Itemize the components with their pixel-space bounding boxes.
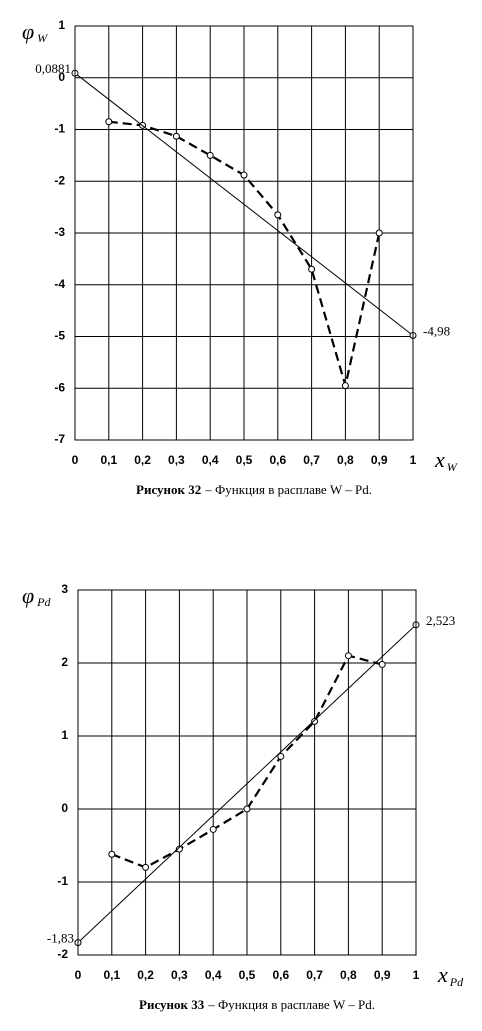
data-point xyxy=(311,717,319,725)
y-tick-label: -5 xyxy=(54,329,65,343)
x-tick-label: 0,4 xyxy=(202,453,219,467)
y-tick-label: 1 xyxy=(61,728,68,742)
y-tick-label: -2 xyxy=(54,173,65,187)
y-tick-label: -1 xyxy=(54,122,65,136)
caption: Рисунок 33– Функция в расплаве W – Pd. xyxy=(139,997,375,1012)
plot-frame xyxy=(74,25,414,441)
x-tick-label: 0,3 xyxy=(168,453,185,467)
value-label: 2,523 xyxy=(426,613,455,628)
data-point xyxy=(277,752,285,760)
x-tick-label: 0,7 xyxy=(306,968,323,982)
caption-text: – Функция в расплаве W – Pd. xyxy=(204,482,372,497)
data-point xyxy=(341,382,349,390)
value-label: 0,0881 xyxy=(35,61,71,76)
x-tick-label: 0,1 xyxy=(100,453,117,467)
x-tick-label: 0,7 xyxy=(303,453,320,467)
x-tick-label: 0,6 xyxy=(272,968,289,982)
caption: Рисунок 32– Функция в расплаве W – Pd. xyxy=(136,482,372,497)
fit-line xyxy=(74,72,414,336)
caption-label: Рисунок 32 xyxy=(136,482,201,497)
data-point xyxy=(378,660,386,668)
x-tick-label: 0,5 xyxy=(236,453,253,467)
data-point xyxy=(344,652,352,660)
data-point xyxy=(240,171,248,179)
data-point xyxy=(375,229,383,237)
data-point xyxy=(172,132,180,140)
y-axis-subscript: W xyxy=(37,31,48,45)
x-tick-label: 0,3 xyxy=(171,968,188,982)
value-label: -4,98 xyxy=(423,323,450,338)
data-point xyxy=(274,211,282,219)
x-tick-label: 0,2 xyxy=(137,968,154,982)
x-tick-label: 0,2 xyxy=(134,453,151,467)
y-tick-label: 1 xyxy=(58,18,65,32)
data-point xyxy=(243,805,251,813)
y-tick-label: -4 xyxy=(54,277,65,291)
x-tick-label: 0,4 xyxy=(205,968,222,982)
x-axis-symbol: x xyxy=(437,962,448,987)
x-tick-label: 0,8 xyxy=(340,968,357,982)
data-point xyxy=(209,825,217,833)
y-tick-label: 0 xyxy=(61,801,68,815)
y-axis-symbol: φ xyxy=(22,583,34,608)
y-tick-label: -2 xyxy=(57,947,68,961)
dashed-curve xyxy=(111,654,383,869)
y-tick-label: 3 xyxy=(61,582,68,596)
x-tick-label: 0 xyxy=(72,453,79,467)
x-tick-label: 0,5 xyxy=(239,968,256,982)
x-tick-label: 1 xyxy=(413,968,420,982)
data-point xyxy=(206,151,214,159)
y-tick-label: -6 xyxy=(54,380,65,394)
data-point xyxy=(175,845,183,853)
plot-frame xyxy=(77,589,417,956)
data-point xyxy=(105,118,113,126)
value-label: -1,83 xyxy=(47,931,74,946)
x-tick-label: 0,6 xyxy=(269,453,286,467)
x-tick-label: 0,9 xyxy=(371,453,388,467)
x-tick-label: 0,1 xyxy=(103,968,120,982)
x-tick-label: 0 xyxy=(75,968,82,982)
y-axis-label: φ Pd xyxy=(22,583,52,609)
y-axis-subscript: Pd xyxy=(36,595,51,609)
caption-label: Рисунок 33 xyxy=(139,997,205,1012)
data-point xyxy=(308,265,316,273)
y-tick-label: -3 xyxy=(54,225,65,239)
y-tick-label: -7 xyxy=(54,432,65,446)
x-tick-label: 0,9 xyxy=(374,968,391,982)
x-axis-subscript: W xyxy=(447,460,458,474)
y-tick-label: -1 xyxy=(57,874,68,888)
fit-line xyxy=(77,624,417,943)
y-axis-symbol: φ xyxy=(22,19,34,44)
x-axis-label: x Pd xyxy=(437,962,464,989)
x-axis-symbol: x xyxy=(434,447,445,472)
x-tick-label: 0,8 xyxy=(337,453,354,467)
y-tick-label: 0 xyxy=(58,70,65,84)
y-tick-label: 2 xyxy=(61,655,68,669)
data-point xyxy=(108,850,116,858)
data-point xyxy=(142,863,150,871)
caption-text: – Функция в расплаве W – Pd. xyxy=(207,997,375,1012)
x-tick-label: 1 xyxy=(410,453,417,467)
x-axis-subscript: Pd xyxy=(449,975,464,989)
